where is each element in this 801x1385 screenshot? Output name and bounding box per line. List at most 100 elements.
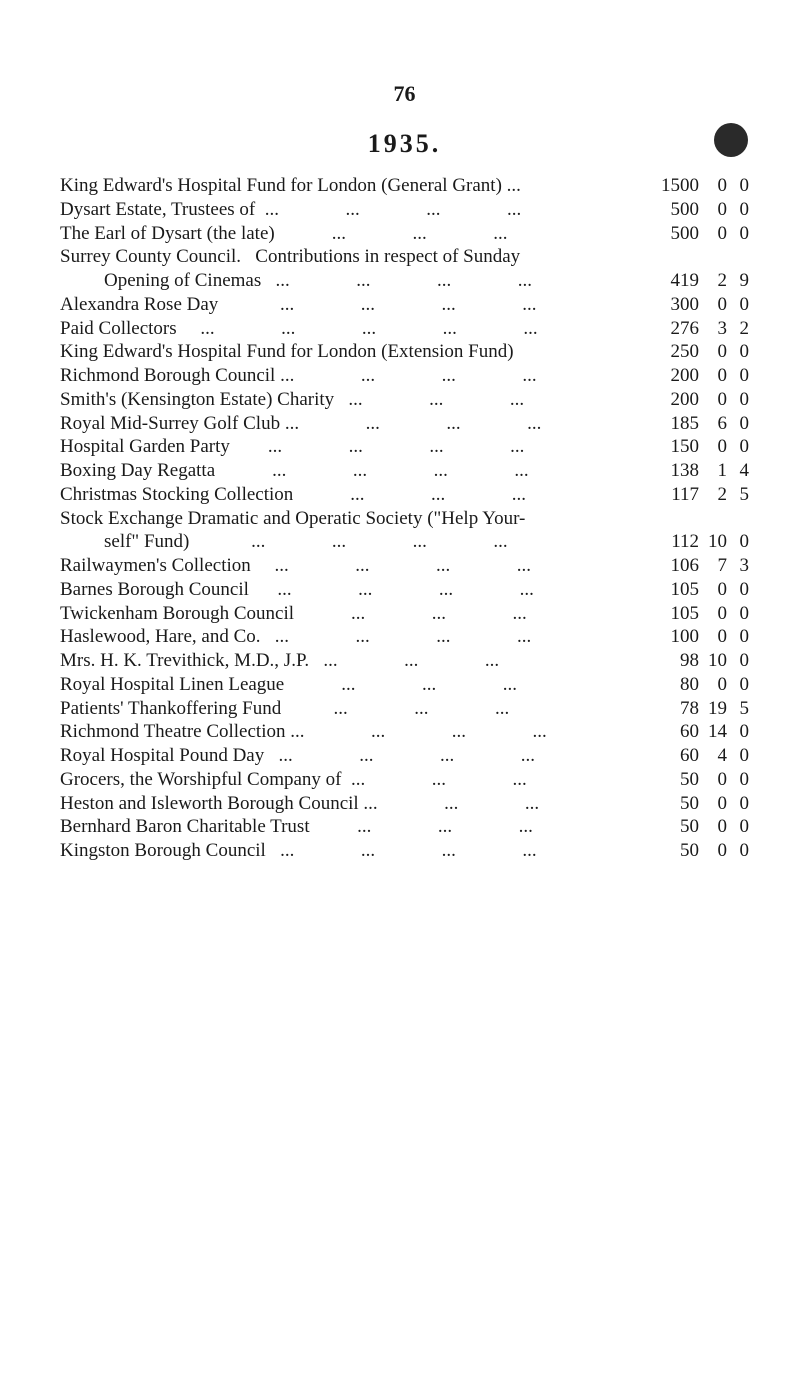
- seal-icon: [713, 122, 749, 158]
- ledger-row: Grocers, the Worshipful Company of ... .…: [60, 768, 749, 792]
- amount-pence: 0: [727, 602, 749, 626]
- amount-shillings: 0: [699, 625, 727, 649]
- amount-pence: 0: [727, 530, 749, 554]
- entry-description: The Earl of Dysart (the late) ... ... ..…: [60, 222, 647, 246]
- amount-shillings: 0: [699, 602, 727, 626]
- amount-pence: 0: [727, 625, 749, 649]
- ledger-row: Paid Collectors ... ... ... ... ...27632: [60, 317, 749, 341]
- amount-pounds: 185: [647, 412, 699, 436]
- amount-shillings: 3: [699, 317, 727, 341]
- entry-description: Stock Exchange Dramatic and Operatic Soc…: [60, 507, 647, 531]
- entry-description: Bernhard Baron Charitable Trust ... ... …: [60, 815, 647, 839]
- amount-pence: 0: [727, 412, 749, 436]
- entry-description: Heston and Isleworth Borough Council ...…: [60, 792, 647, 816]
- entry-description: Surrey County Council. Contributions in …: [60, 245, 647, 269]
- amount-pounds: 60: [647, 744, 699, 768]
- amount-shillings: 0: [699, 364, 727, 388]
- ledger-row: Christmas Stocking Collection ... ... ..…: [60, 483, 749, 507]
- amount-pence: 0: [727, 293, 749, 317]
- amount-shillings: 14: [699, 720, 727, 744]
- entry-description: King Edward's Hospital Fund for London (…: [60, 174, 647, 198]
- ledger-row: King Edward's Hospital Fund for London (…: [60, 340, 749, 364]
- ledger-row: Boxing Day Regatta ... ... ... ...13814: [60, 459, 749, 483]
- amount-pounds: 500: [647, 222, 699, 246]
- entry-description: Dysart Estate, Trustees of ... ... ... .…: [60, 198, 647, 222]
- entry-description: Royal Hospital Linen League ... ... ...: [60, 673, 647, 697]
- amount-pence: 4: [727, 459, 749, 483]
- entry-description: Alexandra Rose Day ... ... ... ...: [60, 293, 647, 317]
- entry-description: Christmas Stocking Collection ... ... ..…: [60, 483, 647, 507]
- amount-pounds: 200: [647, 364, 699, 388]
- ledger-row: Heston and Isleworth Borough Council ...…: [60, 792, 749, 816]
- year-row: 1935.: [60, 128, 749, 161]
- amount-pounds: 276: [647, 317, 699, 341]
- ledger-row: Royal Mid-Surrey Golf Club ... ... ... .…: [60, 412, 749, 436]
- amount-shillings: 0: [699, 388, 727, 412]
- amount-pence: 5: [727, 483, 749, 507]
- amount-pence: 0: [727, 174, 749, 198]
- amount-pounds: 419: [647, 269, 699, 293]
- amount-pence: 0: [727, 222, 749, 246]
- amount-shillings: 0: [699, 293, 727, 317]
- ledger-entries: King Edward's Hospital Fund for London (…: [60, 174, 749, 863]
- ledger-row: Dysart Estate, Trustees of ... ... ... .…: [60, 198, 749, 222]
- amount-pounds: 50: [647, 768, 699, 792]
- amount-pounds: 50: [647, 839, 699, 863]
- ledger-row: Royal Hospital Linen League ... ... ...8…: [60, 673, 749, 697]
- amount-shillings: 0: [699, 768, 727, 792]
- ledger-row: Alexandra Rose Day ... ... ... ...30000: [60, 293, 749, 317]
- amount-pence: 0: [727, 839, 749, 863]
- amount-pounds: 105: [647, 578, 699, 602]
- amount-pence: 0: [727, 578, 749, 602]
- ledger-row: Richmond Borough Council ... ... ... ...…: [60, 364, 749, 388]
- amount-shillings: 2: [699, 269, 727, 293]
- ledger-row: The Earl of Dysart (the late) ... ... ..…: [60, 222, 749, 246]
- amount-pounds: 200: [647, 388, 699, 412]
- entry-description: Patients' Thankoffering Fund ... ... ...: [60, 697, 647, 721]
- amount-shillings: 2: [699, 483, 727, 507]
- entry-description: Boxing Day Regatta ... ... ... ...: [60, 459, 647, 483]
- amount-shillings: 0: [699, 792, 727, 816]
- amount-shillings: 0: [699, 578, 727, 602]
- page-number: 76: [60, 80, 749, 108]
- amount-pence: 0: [727, 388, 749, 412]
- ledger-row: Patients' Thankoffering Fund ... ... ...…: [60, 697, 749, 721]
- amount-pounds: 60: [647, 720, 699, 744]
- ledger-row: Mrs. H. K. Trevithick, M.D., J.P. ... ..…: [60, 649, 749, 673]
- ledger-row: Surrey County Council. Contributions in …: [60, 245, 749, 269]
- amount-shillings: 1: [699, 459, 727, 483]
- amount-pounds: 105: [647, 602, 699, 626]
- amount-pence: 2: [727, 317, 749, 341]
- amount-pence: 0: [727, 744, 749, 768]
- entry-description: Royal Mid-Surrey Golf Club ... ... ... .…: [60, 412, 647, 436]
- amount-pounds: 117: [647, 483, 699, 507]
- amount-shillings: 7: [699, 554, 727, 578]
- entry-description: self" Fund) ... ... ... ...: [104, 530, 647, 554]
- amount-shillings: 0: [699, 839, 727, 863]
- entry-description: Haslewood, Hare, and Co. ... ... ... ...: [60, 625, 647, 649]
- amount-pounds: 150: [647, 435, 699, 459]
- amount-shillings: 0: [699, 435, 727, 459]
- ledger-row: Barnes Borough Council ... ... ... ...10…: [60, 578, 749, 602]
- entry-description: Barnes Borough Council ... ... ... ...: [60, 578, 647, 602]
- amount-pounds: 78: [647, 697, 699, 721]
- amount-pence: 9: [727, 269, 749, 293]
- amount-pounds: 50: [647, 815, 699, 839]
- ledger-row: Railwaymen's Collection ... ... ... ...1…: [60, 554, 749, 578]
- amount-shillings: 10: [699, 530, 727, 554]
- amount-pounds: 138: [647, 459, 699, 483]
- amount-shillings: 0: [699, 174, 727, 198]
- amount-pounds: 80: [647, 673, 699, 697]
- amount-pence: 0: [727, 364, 749, 388]
- entry-description: Royal Hospital Pound Day ... ... ... ...: [60, 744, 647, 768]
- entry-description: Railwaymen's Collection ... ... ... ...: [60, 554, 647, 578]
- amount-pounds: 112: [647, 530, 699, 554]
- entry-description: Kingston Borough Council ... ... ... ...: [60, 839, 647, 863]
- amount-shillings: 0: [699, 340, 727, 364]
- amount-pounds: 1500: [647, 174, 699, 198]
- ledger-row: Twickenham Borough Council ... ... ...10…: [60, 602, 749, 626]
- amount-pounds: 98: [647, 649, 699, 673]
- amount-pence: 0: [727, 340, 749, 364]
- amount-shillings: 0: [699, 222, 727, 246]
- entry-description: Twickenham Borough Council ... ... ...: [60, 602, 647, 626]
